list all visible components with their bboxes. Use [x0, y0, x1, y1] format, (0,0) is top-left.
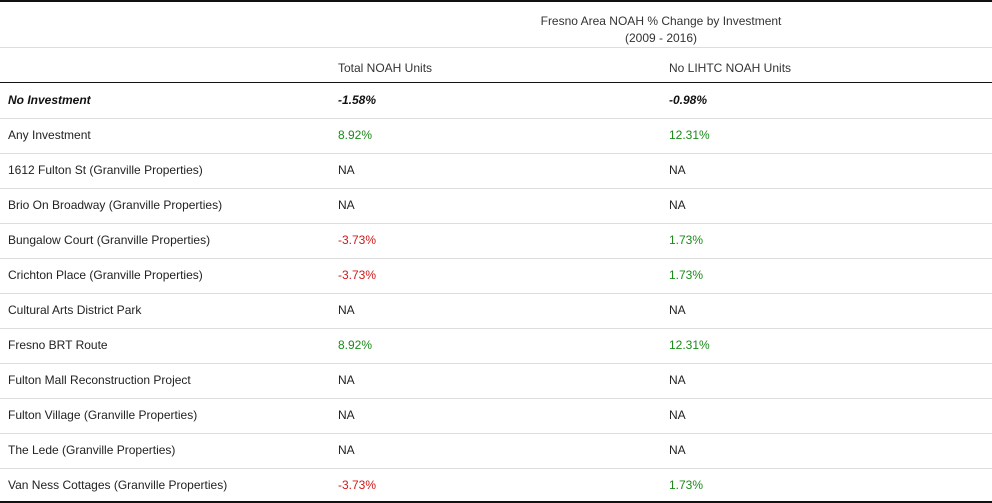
table-row: 1612 Fulton St (Granville Properties) NA N… [0, 153, 992, 188]
table-title: Fresno Area NOAH % Change by Investment … [330, 13, 992, 47]
table-row: Fulton Village (Granville Properties) NA N… [0, 398, 992, 433]
cell-total-noah: NA [338, 408, 355, 422]
table-title-line1: Fresno Area NOAH % Change by Investment [540, 14, 782, 28]
row-label: Fulton Village (Granville Properties) [8, 408, 198, 422]
cell-no-lihtc: 12.31% [669, 338, 710, 352]
row-label: Cultural Arts District Park [8, 303, 142, 317]
cell-total-noah: -3.73% [338, 233, 377, 247]
row-divider [0, 293, 992, 294]
row-label: Fresno BRT Route [8, 338, 108, 352]
cell-total-noah: 8.92% [338, 128, 373, 142]
table-row: Bungalow Court (Granville Properties) -3.… [0, 223, 992, 258]
row-label: Bungalow Court (Granville Properties) [8, 233, 211, 247]
cell-no-lihtc: -0.98% [669, 93, 708, 107]
cell-total-noah: NA [338, 163, 355, 177]
cell-no-lihtc: NA [669, 303, 686, 317]
cell-no-lihtc: NA [669, 373, 686, 387]
table-row: Fresno BRT Route 8.92% 12.31% [0, 328, 992, 363]
cell-no-lihtc: 12.31% [669, 128, 710, 142]
cell-total-noah: 8.92% [338, 338, 373, 352]
table-row: The Lede (Granville Properties) NA NA [0, 433, 992, 468]
cell-no-lihtc: 1.73% [669, 268, 704, 282]
cell-no-lihtc: 1.73% [669, 233, 704, 247]
cell-total-noah: NA [338, 198, 355, 212]
row-divider [0, 258, 992, 259]
column-header-no-lihtc: No LIHTC NOAH Units [669, 61, 792, 75]
table-row: Cultural Arts District Park NA NA [0, 293, 992, 328]
row-label: Crichton Place (Granville Properties) [8, 268, 203, 282]
row-divider [0, 433, 992, 434]
row-divider [0, 118, 992, 119]
cell-total-noah: -3.73% [338, 478, 377, 492]
cell-no-lihtc: NA [669, 198, 686, 212]
table-row: No Investment -1.58% -0.98% [0, 83, 992, 118]
row-label: Brio On Broadway (Granville Properties) [8, 198, 223, 212]
cell-total-noah: -3.73% [338, 268, 377, 282]
row-divider [0, 328, 992, 329]
row-label: No Investment [8, 93, 91, 107]
header-divider [0, 82, 992, 83]
table-row: Van Ness Cottages (Granville Properties)… [0, 468, 992, 503]
row-divider [0, 188, 992, 189]
cell-total-noah: NA [338, 443, 355, 457]
row-label: 1612 Fulton St (Granville Properties) [8, 163, 203, 177]
title-divider [0, 47, 992, 48]
row-divider [0, 223, 992, 224]
row-divider [0, 398, 992, 399]
row-label: Any Investment [8, 128, 91, 142]
table-row: Any Investment 8.92% 12.31% [0, 118, 992, 153]
table-row: Crichton Place (Granville Properties) -3.… [0, 258, 992, 293]
column-header-total-noah: Total NOAH Units [338, 61, 433, 75]
row-label: Fulton Mall Reconstruction Project [8, 373, 191, 387]
row-label: Van Ness Cottages (Granville Properties) [8, 478, 228, 492]
cell-total-noah: NA [338, 303, 355, 317]
cell-no-lihtc: 1.73% [669, 478, 704, 492]
cell-no-lihtc: NA [669, 163, 686, 177]
cell-total-noah: -1.58% [338, 93, 377, 107]
cell-total-noah: NA [338, 373, 355, 387]
table-row: Brio On Broadway (Granville Properties) N… [0, 188, 992, 223]
row-divider [0, 153, 992, 154]
row-label: The Lede (Granville Properties) [8, 443, 176, 457]
row-divider [0, 468, 992, 469]
table-title-line2: (2009 - 2016) [624, 31, 698, 45]
table-row: Fulton Mall Reconstruction Project NA NA [0, 363, 992, 398]
cell-no-lihtc: NA [669, 408, 686, 422]
cell-no-lihtc: NA [669, 443, 686, 457]
row-divider [0, 363, 992, 364]
